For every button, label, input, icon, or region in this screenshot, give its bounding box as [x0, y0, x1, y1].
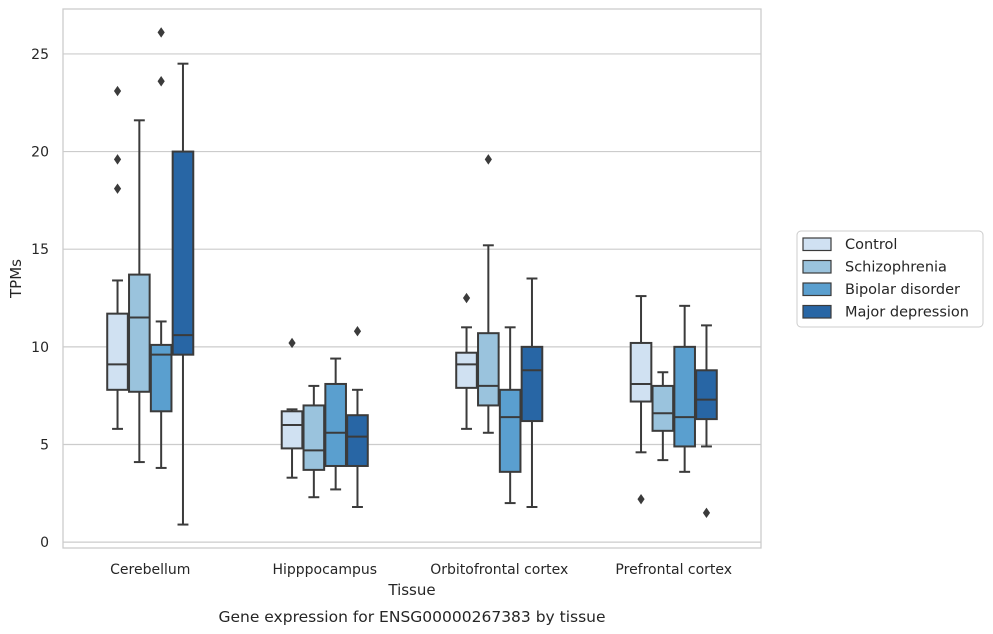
box-3-3	[695, 324, 718, 519]
legend-label: Major depression	[845, 305, 969, 321]
y-axis-ticks: 0 5 10 15 20 25	[31, 47, 49, 551]
outlier-point	[157, 76, 165, 87]
box-3-1	[651, 371, 675, 462]
box-0-1	[128, 119, 151, 464]
box-3-2	[673, 304, 696, 473]
y-axis-label: TPMs	[7, 259, 25, 299]
box-3-0	[629, 295, 653, 505]
legend-swatch	[802, 304, 832, 319]
box-iqr	[695, 369, 718, 421]
legend-label: Schizophrenia	[845, 260, 947, 276]
plot-frame	[62, 8, 762, 549]
outlier-point	[484, 154, 492, 165]
box-1-0	[280, 337, 304, 479]
box-iqr	[302, 404, 326, 471]
box-iqr	[324, 382, 347, 467]
outlier-point	[113, 85, 122, 97]
box-iqr	[498, 388, 522, 473]
y-tick-label: 25	[31, 47, 49, 63]
box-iqr	[455, 351, 478, 389]
plot-area	[106, 27, 718, 526]
legend-swatch	[802, 282, 832, 297]
box-iqr	[149, 343, 173, 413]
box-iqr	[171, 150, 195, 356]
box-1-2	[324, 357, 347, 491]
box-2-1	[477, 154, 500, 434]
legend-label: Control	[845, 237, 897, 253]
box-2-0	[455, 292, 478, 430]
box-0-3	[171, 62, 195, 526]
legend-swatch	[802, 237, 832, 252]
y-tick-label: 20	[31, 145, 49, 161]
box-2-2	[498, 326, 522, 505]
box-0-2	[149, 27, 173, 469]
box-iqr	[629, 341, 653, 403]
box-2-3	[520, 277, 544, 508]
x-tick-label: Prefrontal cortex	[615, 562, 732, 578]
box-iqr	[673, 345, 696, 448]
y-tick-label: 15	[31, 242, 49, 258]
box-iqr	[128, 273, 151, 393]
y-tick-label: 0	[40, 535, 49, 551]
grid-lines	[63, 53, 761, 543]
y-tick-label: 10	[31, 340, 49, 356]
chart-caption: Gene expression for ENSG00000267383 by t…	[218, 608, 605, 626]
x-tick-label: Hipppocampus	[272, 562, 377, 578]
box-1-1	[302, 384, 326, 499]
outlier-point	[288, 337, 296, 349]
outlier-point	[113, 183, 122, 194]
legend-frame	[796, 230, 984, 328]
box-iqr	[106, 312, 129, 391]
x-axis-ticks: Cerebellum Hipppocampus Orbitofrontal cort…	[110, 562, 732, 578]
outlier-point	[353, 326, 362, 337]
box-iqr	[651, 384, 675, 432]
box-iqr	[477, 332, 500, 407]
legend-label: Bipolar disorder	[845, 282, 960, 298]
box-1-3	[346, 326, 369, 508]
legend: Control Schizophrenia Bipolar disorder Majo…	[796, 230, 984, 328]
box-iqr	[280, 410, 304, 450]
x-tick-label: Cerebellum	[110, 562, 190, 578]
box-iqr	[520, 345, 544, 423]
outlier-point	[113, 154, 122, 165]
outlier-point	[637, 493, 645, 505]
x-axis-label: Tissue	[387, 581, 435, 599]
outlier-point	[157, 27, 165, 38]
box-0-0	[106, 85, 129, 430]
box-iqr	[346, 414, 369, 467]
outlier-point	[702, 507, 711, 519]
x-tick-label: Orbitofrontal cortex	[430, 562, 568, 578]
outlier-point	[462, 292, 471, 304]
y-tick-label: 5	[40, 437, 49, 453]
legend-swatch	[802, 259, 832, 274]
